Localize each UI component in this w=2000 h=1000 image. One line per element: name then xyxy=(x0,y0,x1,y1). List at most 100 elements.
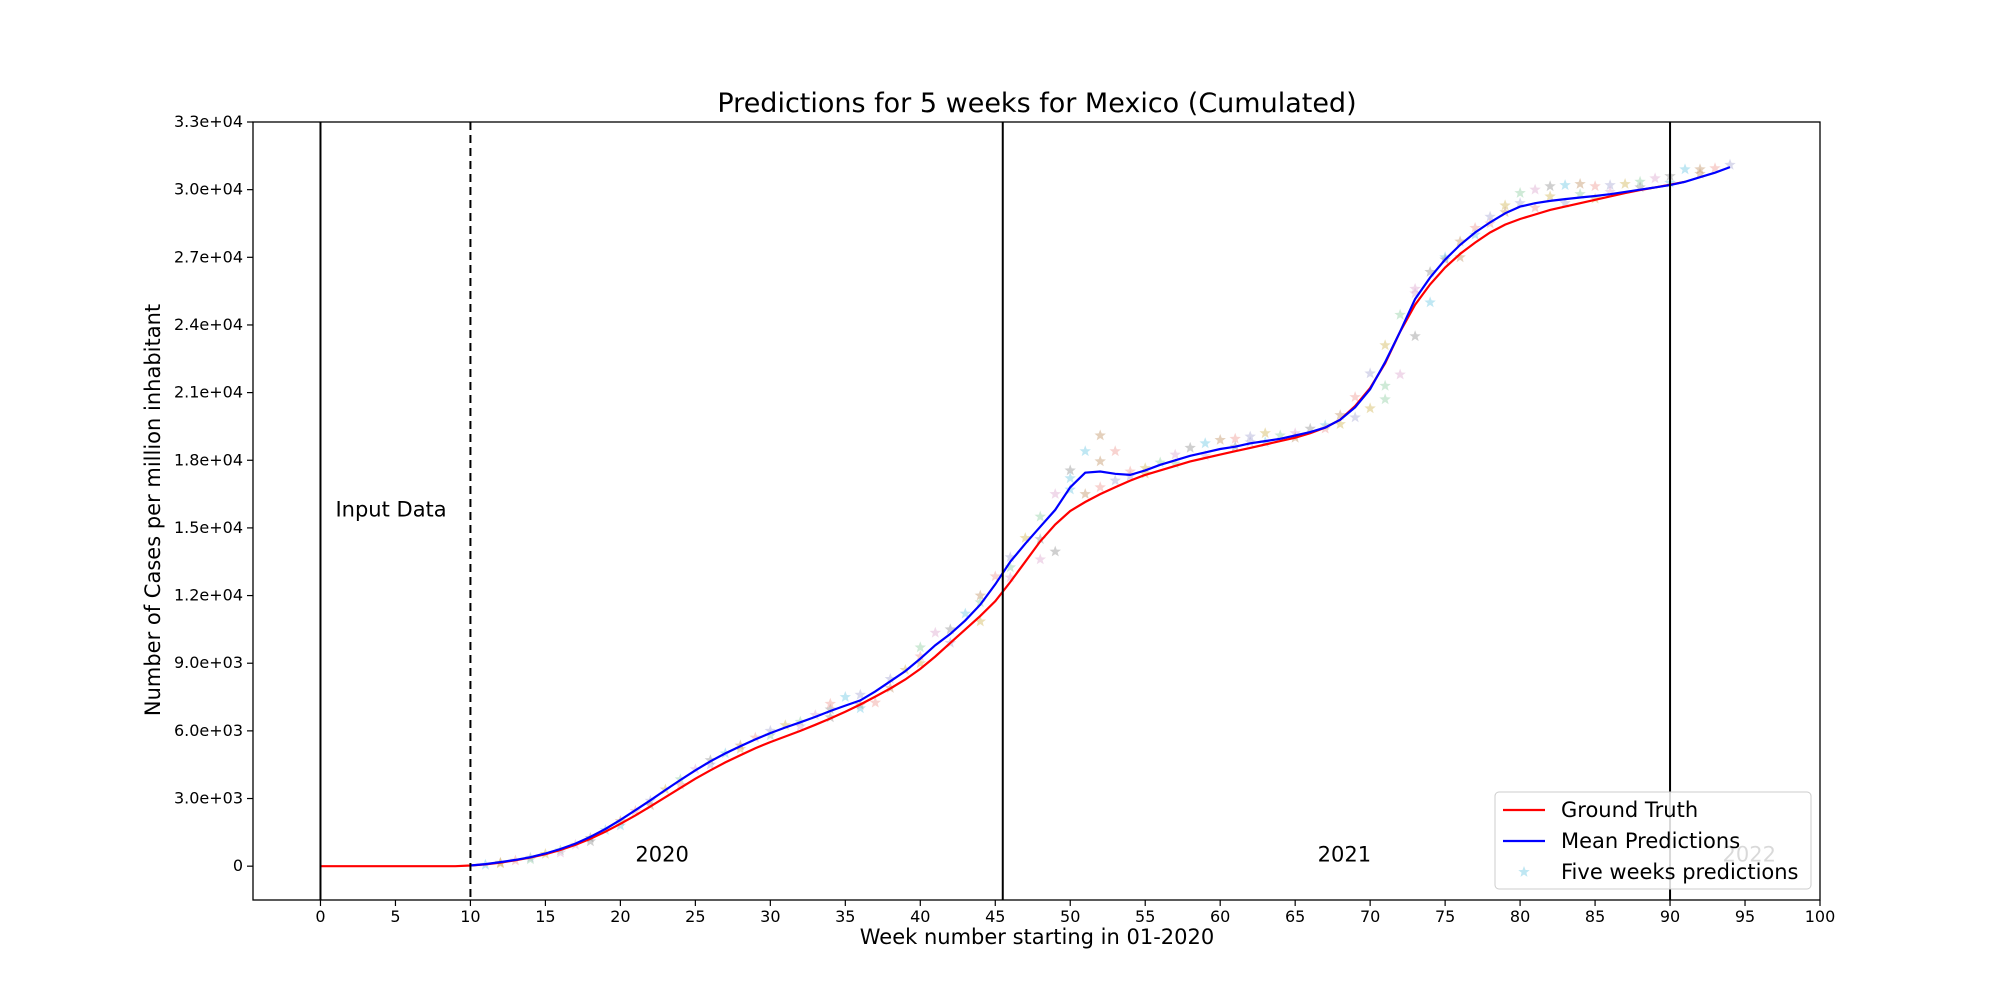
prediction-point xyxy=(1094,455,1106,467)
x-tick-label: 85 xyxy=(1585,907,1605,926)
prediction-point xyxy=(1199,449,1211,461)
prediction-point xyxy=(584,835,597,847)
y-tick-label: 1.2e+04 xyxy=(174,586,243,605)
prediction-point xyxy=(1034,553,1046,565)
legend-label: Ground Truth xyxy=(1561,798,1698,822)
annotation-text: Input Data xyxy=(335,498,446,522)
x-tick-label: 95 xyxy=(1735,907,1755,926)
prediction-point xyxy=(839,691,851,702)
prediction-point xyxy=(674,779,687,790)
prediction-point xyxy=(1394,308,1406,320)
prediction-point xyxy=(899,664,911,675)
prediction-point xyxy=(824,711,836,723)
prediction-point xyxy=(1229,432,1241,444)
prediction-point xyxy=(914,657,926,669)
prediction-point xyxy=(1094,429,1106,441)
prediction-point xyxy=(1529,201,1541,213)
prediction-point xyxy=(1379,339,1391,351)
x-tick-label: 40 xyxy=(910,907,930,926)
prediction-point xyxy=(1619,178,1631,189)
prediction-point xyxy=(1109,445,1121,457)
y-tick-label: 1.5e+04 xyxy=(174,518,243,537)
prediction-point xyxy=(809,709,821,720)
prediction-point xyxy=(1034,533,1046,544)
prediction-point xyxy=(1649,172,1661,184)
y-tick-label: 3.0e+04 xyxy=(174,180,243,199)
y-tick-label: 2.1e+04 xyxy=(174,383,243,402)
prediction-point xyxy=(974,615,986,627)
prediction-point xyxy=(1049,545,1061,557)
prediction-point xyxy=(1604,185,1616,197)
prediction-point xyxy=(959,607,971,619)
prediction-point xyxy=(1409,330,1421,342)
x-tick-label: 30 xyxy=(760,907,780,926)
prediction-point xyxy=(1274,429,1286,441)
y-tick-label: 1.8e+04 xyxy=(174,450,243,469)
prediction-point xyxy=(1574,188,1586,199)
prediction-point xyxy=(1394,368,1406,380)
prediction-point xyxy=(974,596,986,608)
chart-title: Predictions for 5 weeks for Mexico (Cumu… xyxy=(717,88,1356,119)
prediction-point xyxy=(1589,192,1601,204)
prediction-point xyxy=(974,589,986,601)
prediction-point xyxy=(1079,445,1091,457)
prediction-point xyxy=(1124,465,1136,477)
prediction-point xyxy=(1064,464,1076,476)
legend-swatch xyxy=(1518,866,1530,877)
prediction-point xyxy=(1109,474,1121,486)
prediction-point xyxy=(1349,391,1361,402)
prediction-point xyxy=(1589,180,1601,192)
x-tick-label: 70 xyxy=(1360,907,1380,926)
prediction-point xyxy=(824,697,836,709)
y-axis-title: Number of Cases per million inhabitant xyxy=(141,304,165,716)
prediction-point xyxy=(779,719,791,731)
prediction-point xyxy=(1019,532,1031,543)
prediction-point xyxy=(1154,456,1166,468)
prediction-point xyxy=(1049,488,1061,499)
prediction-point xyxy=(854,688,866,700)
prediction-point xyxy=(1409,287,1421,299)
prediction-point xyxy=(1694,167,1706,179)
plot-frame xyxy=(252,121,1821,901)
x-tick-label: 60 xyxy=(1210,907,1230,926)
prediction-point xyxy=(914,650,926,662)
y-tick-label: 2.4e+04 xyxy=(174,315,243,334)
prediction-point xyxy=(884,673,896,684)
prediction-point xyxy=(1079,488,1091,499)
prediction-point xyxy=(1304,422,1316,434)
prediction-point xyxy=(1604,179,1616,190)
prediction-point xyxy=(644,799,657,811)
prediction-point xyxy=(1454,251,1466,263)
prediction-point xyxy=(1004,571,1016,583)
mean-predictions-line xyxy=(470,166,1731,867)
prediction-point xyxy=(1544,180,1556,192)
ground-truth-line xyxy=(320,180,1686,868)
prediction-point xyxy=(1004,561,1016,573)
y-tick-label: 9.0e+03 xyxy=(174,653,243,672)
prediction-point xyxy=(824,703,836,715)
x-tick-label: 20 xyxy=(610,907,630,926)
prediction-point xyxy=(1544,190,1556,202)
prediction-point xyxy=(1514,187,1526,198)
prediction-point xyxy=(869,696,881,708)
prediction-point xyxy=(704,758,717,770)
prediction-point xyxy=(794,720,806,732)
x-tick-label: 75 xyxy=(1435,907,1455,926)
prediction-point xyxy=(1634,181,1646,193)
x-axis-title: Week number starting in 01-2020 xyxy=(860,925,1214,949)
prediction-point xyxy=(1244,430,1256,442)
y-tick-label: 6.0e+03 xyxy=(174,721,243,740)
prediction-point xyxy=(1634,175,1646,187)
annotation-text: 2020 xyxy=(635,843,688,867)
y-tick-label: 2.7e+04 xyxy=(174,247,243,266)
prediction-point xyxy=(1169,457,1181,469)
prediction-point xyxy=(1034,510,1046,522)
prediction-point xyxy=(1004,551,1016,563)
legend-label: Five weeks predictions xyxy=(1561,860,1799,884)
prediction-point xyxy=(1139,462,1151,473)
x-tick-label: 45 xyxy=(985,907,1005,926)
prediction-point xyxy=(1334,418,1346,429)
y-tick-label: 0 xyxy=(233,856,243,875)
plot-area: 0 5 10 15 20 25 30 35 40 45 50 55 60 65 70 75 80 85 90 95 10… xyxy=(174,112,1835,926)
prediction-point xyxy=(1454,235,1466,247)
